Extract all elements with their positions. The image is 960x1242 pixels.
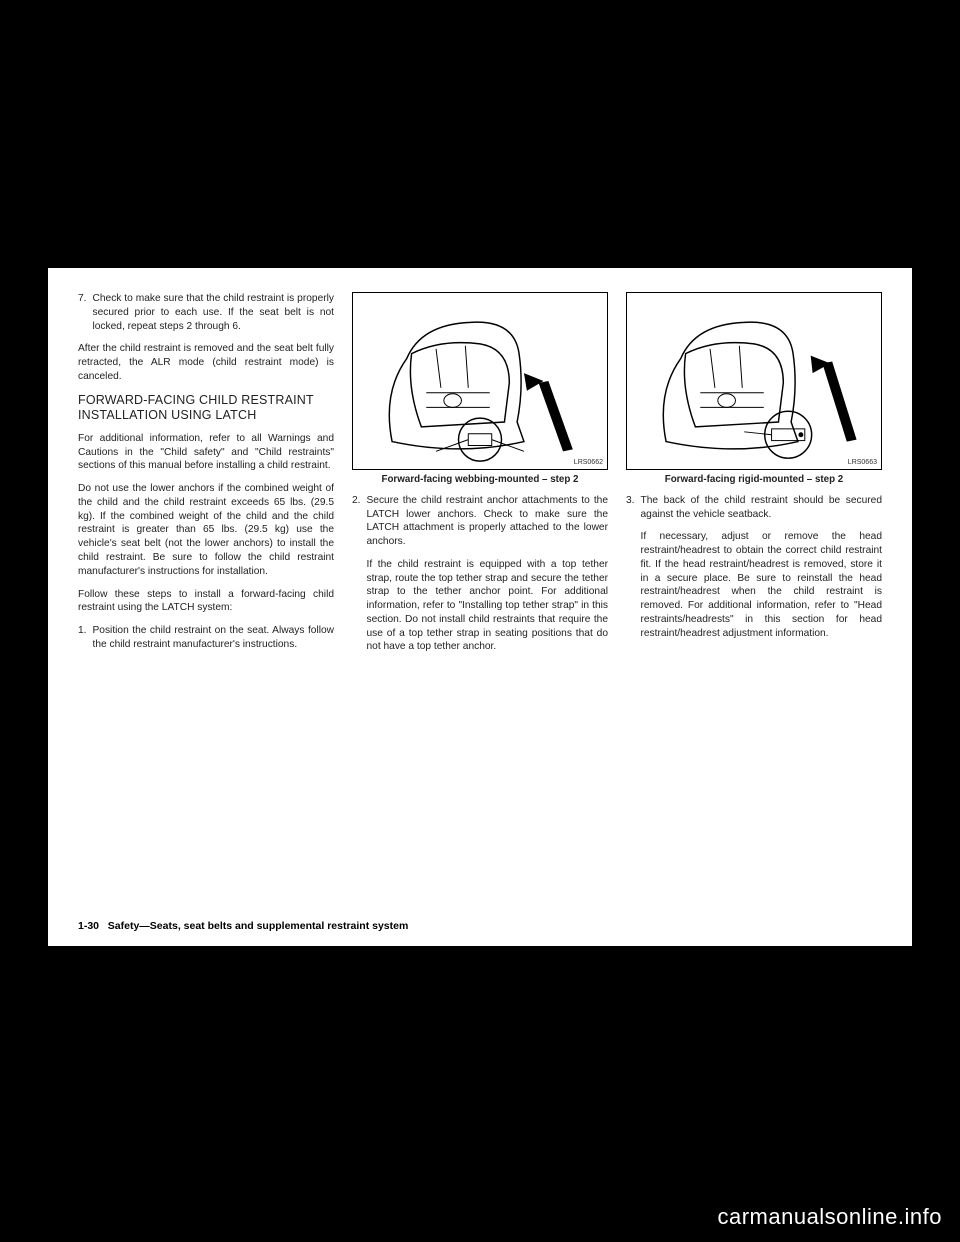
paragraph-1: For additional information, refer to all… — [78, 432, 334, 473]
step-2-text: Secure the child restraint anchor attach… — [367, 494, 609, 663]
paragraph-3: Follow these steps to install a forward-… — [78, 588, 334, 616]
step-1: 1. Position the child restraint on the s… — [78, 624, 334, 652]
figure-id-1: LRS0662 — [574, 458, 603, 467]
seat-illustration-icon — [627, 293, 881, 469]
step-2-number: 2. — [352, 494, 361, 663]
step-1-number: 1. — [78, 624, 87, 652]
step-3-number: 3. — [626, 494, 635, 650]
figure-id-2: LRS0663 — [848, 458, 877, 467]
page-footer: 1-30 Safety—Seats, seat belts and supple… — [78, 920, 408, 932]
columns-wrap: 7. Check to make sure that the child res… — [78, 292, 882, 902]
column-3: LRS0663 Forward-facing rigid-mounted – s… — [626, 292, 882, 902]
step-7: 7. Check to make sure that the child res… — [78, 292, 334, 333]
step-1-text: Position the child restraint on the seat… — [93, 624, 335, 652]
step-3-text: The back of the child restraint should b… — [641, 494, 883, 650]
column-1: 7. Check to make sure that the child res… — [78, 292, 334, 902]
step-3b: If necessary, adjust or remove the head … — [641, 530, 883, 640]
paragraph-2: Do not use the lower anchors if the comb… — [78, 482, 334, 578]
step-2a: Secure the child restraint anchor attach… — [367, 494, 609, 549]
step-3: 3. The back of the child restraint shoul… — [626, 494, 882, 650]
page-number: 1-30 — [78, 920, 99, 932]
figure-rigid: LRS0663 — [626, 292, 882, 470]
figure-caption-2: Forward-facing rigid-mounted – step 2 — [626, 474, 882, 486]
column-2: LRS0662 Forward-facing webbing-mounted –… — [352, 292, 608, 902]
step-2: 2. Secure the child restraint anchor att… — [352, 494, 608, 663]
manual-page: 7. Check to make sure that the child res… — [48, 268, 912, 946]
watermark-text: carmanualsonline.info — [717, 1204, 942, 1230]
step-7-number: 7. — [78, 292, 87, 333]
step-2b: If the child restraint is equipped with … — [367, 558, 609, 654]
after-remove-text: After the child restraint is removed and… — [78, 342, 334, 383]
section-heading: FORWARD-FACING CHILD RESTRAINT INSTALLAT… — [78, 393, 334, 424]
seat-illustration-icon — [353, 293, 607, 469]
step-7-text: Check to make sure that the child restra… — [93, 292, 335, 333]
footer-title: Safety—Seats, seat belts and supplementa… — [108, 920, 409, 932]
figure-webbing: LRS0662 — [352, 292, 608, 470]
figure-caption-1: Forward-facing webbing-mounted – step 2 — [352, 474, 608, 486]
step-3a: The back of the child restraint should b… — [641, 494, 883, 522]
